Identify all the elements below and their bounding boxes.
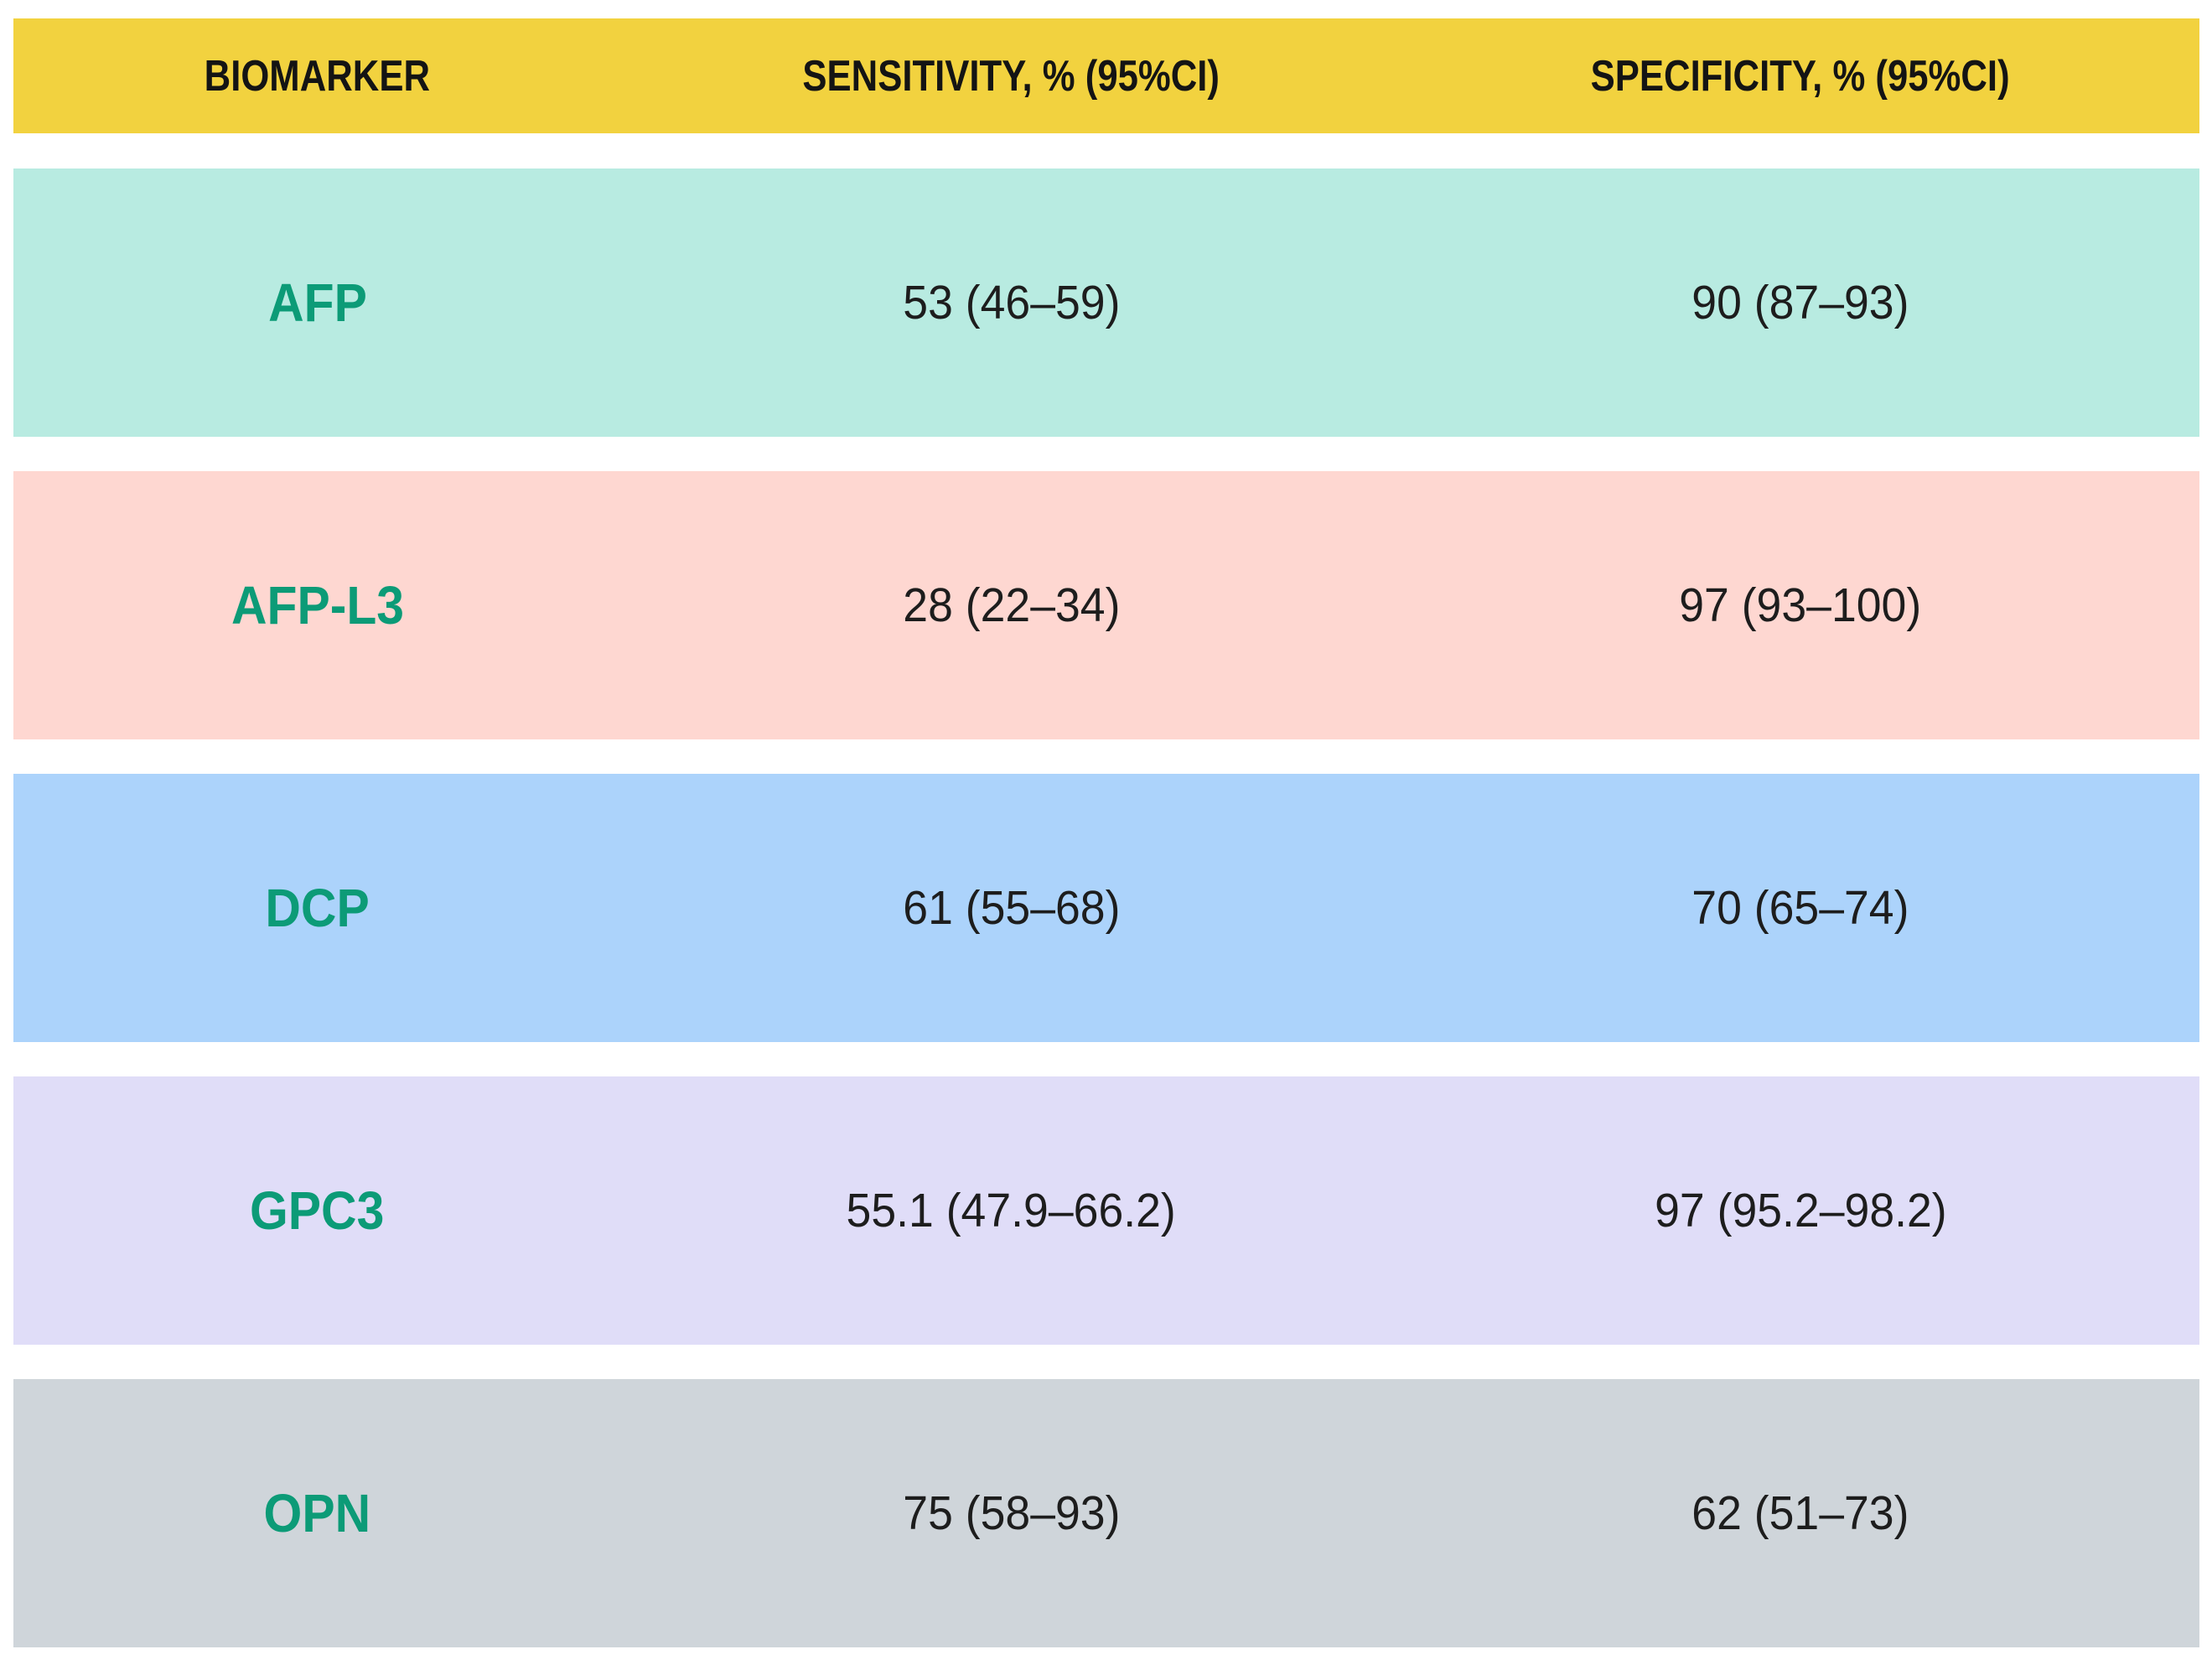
biomarker-name: GPC3	[250, 1180, 385, 1241]
sensitivity-cell: 75 (58–93)	[621, 1486, 1401, 1541]
column-header-sensitivity: SENSITIVITY, % (95%CI)	[621, 51, 1401, 101]
specificity-value: 70 (65–74)	[1691, 881, 1909, 935]
specificity-cell: 90 (87–93)	[1401, 275, 2199, 330]
column-header-specificity-label: SPECIFICITY, % (95%CI)	[1591, 51, 2011, 101]
table-row-dcp: DCP 61 (55–68) 70 (65–74)	[13, 774, 2199, 1042]
specificity-value: 97 (95.2–98.2)	[1654, 1184, 1947, 1237]
column-header-specificity: SPECIFICITY, % (95%CI)	[1401, 51, 2199, 101]
sensitivity-value: 61 (55–68)	[902, 881, 1121, 935]
sensitivity-value: 28 (22–34)	[902, 578, 1121, 632]
biomarker-name: OPN	[263, 1483, 371, 1543]
specificity-value: 90 (87–93)	[1691, 276, 1909, 329]
table-header-row: BIOMARKER SENSITIVITY, % (95%CI) SPECIFI…	[13, 18, 2199, 133]
column-header-sensitivity-label: SENSITIVITY, % (95%CI)	[802, 51, 1220, 101]
sensitivity-cell: 28 (22–34)	[621, 578, 1401, 633]
specificity-value: 97 (93–100)	[1679, 578, 1922, 632]
specificity-cell: 62 (51–73)	[1401, 1486, 2199, 1541]
biomarker-name-cell: AFP-L3	[13, 574, 621, 636]
sensitivity-value: 55.1 (47.9–66.2)	[846, 1184, 1177, 1237]
biomarker-name-cell: OPN	[13, 1482, 621, 1544]
specificity-cell: 70 (65–74)	[1401, 880, 2199, 936]
biomarker-name-cell: DCP	[13, 877, 621, 939]
sensitivity-value: 53 (46–59)	[902, 276, 1121, 329]
sensitivity-cell: 55.1 (47.9–66.2)	[621, 1183, 1401, 1238]
table-row-opn: OPN 75 (58–93) 62 (51–73)	[13, 1379, 2199, 1647]
column-header-biomarker-label: BIOMARKER	[204, 51, 431, 101]
specificity-cell: 97 (93–100)	[1401, 578, 2199, 633]
specificity-cell: 97 (95.2–98.2)	[1401, 1183, 2199, 1238]
biomarker-name: AFP-L3	[231, 575, 404, 635]
sensitivity-cell: 61 (55–68)	[621, 880, 1401, 936]
biomarker-name: DCP	[265, 878, 370, 938]
table-row-gpc3: GPC3 55.1 (47.9–66.2) 97 (95.2–98.2)	[13, 1076, 2199, 1345]
specificity-value: 62 (51–73)	[1691, 1486, 1909, 1540]
biomarker-name-cell: GPC3	[13, 1180, 621, 1242]
table-row-afp-l3: AFP-L3 28 (22–34) 97 (93–100)	[13, 471, 2199, 739]
table-row-afp: AFP 53 (46–59) 90 (87–93)	[13, 169, 2199, 437]
biomarker-name-cell: AFP	[13, 272, 621, 334]
biomarker-name: AFP	[267, 272, 367, 333]
sensitivity-value: 75 (58–93)	[902, 1486, 1121, 1540]
sensitivity-cell: 53 (46–59)	[621, 275, 1401, 330]
column-header-biomarker: BIOMARKER	[13, 51, 621, 101]
